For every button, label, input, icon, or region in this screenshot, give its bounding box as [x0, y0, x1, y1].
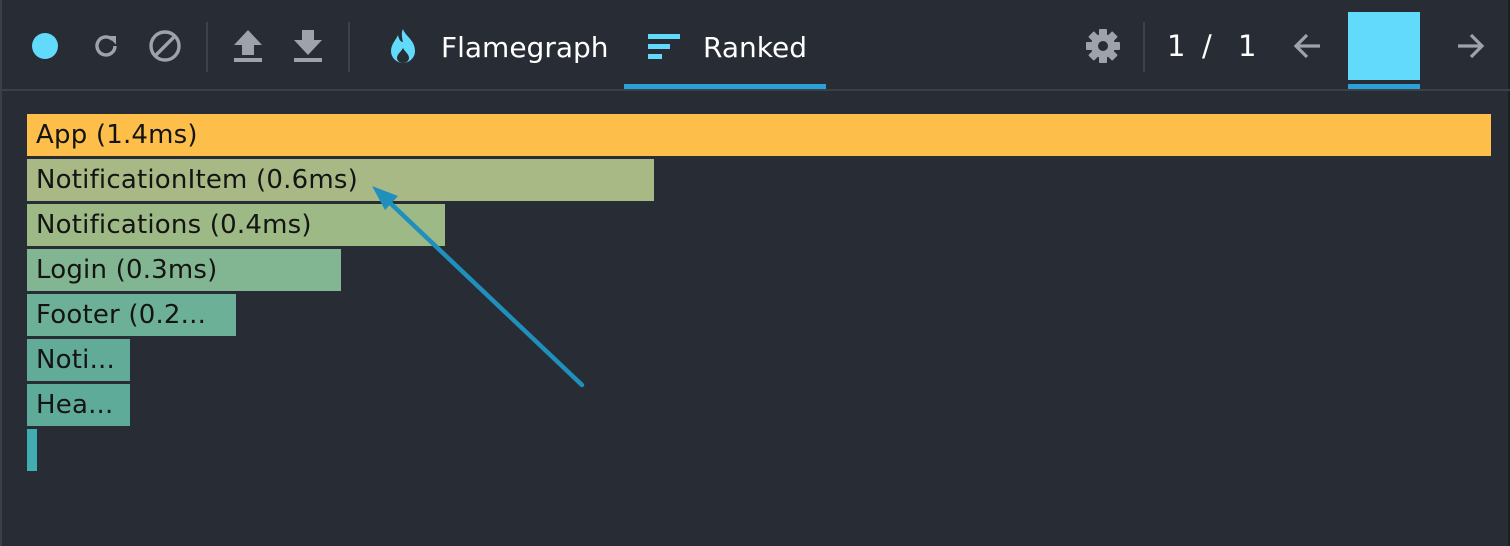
ranked-bar-label: Hea...	[36, 390, 114, 420]
reload-icon[interactable]	[90, 30, 122, 62]
ranked-bar[interactable]: Hea...	[27, 384, 130, 426]
commit-index: 1	[1167, 29, 1186, 63]
ranked-bar[interactable]: Notifications (0.4ms)	[27, 204, 445, 246]
ranked-bar[interactable]: NotificationItem (0.6ms)	[27, 159, 654, 201]
ranked-bar-label: Login (0.3ms)	[36, 255, 218, 285]
toolbar-separator	[206, 22, 208, 72]
arrow-left-icon[interactable]	[1292, 30, 1324, 62]
ranked-bar[interactable]: App (1.4ms)	[27, 114, 1491, 156]
upload-icon[interactable]	[231, 28, 265, 64]
commit-bar[interactable]	[1348, 12, 1420, 80]
gear-icon[interactable]	[1085, 28, 1121, 64]
tab-flamegraph[interactable]: Flamegraph	[383, 22, 609, 74]
commit-separator: /	[1202, 29, 1212, 63]
flame-icon	[389, 28, 417, 64]
toolbar-separator	[1143, 22, 1145, 72]
arrow-right-icon[interactable]	[1454, 30, 1486, 62]
ranked-bar-label: App (1.4ms)	[36, 120, 198, 150]
ranked-bar-label: Notifications (0.4ms)	[36, 210, 312, 240]
clear-icon[interactable]	[148, 29, 182, 63]
profiler-toolbar: Flamegraph Ranked	[2, 0, 1510, 91]
ranked-bar[interactable]: Login (0.3ms)	[27, 249, 341, 291]
selected-tab-indicator	[624, 84, 826, 89]
tab-flamegraph-label: Flamegraph	[441, 31, 609, 64]
ranked-bar-label: Noti...	[36, 345, 115, 375]
ranked-bar-label: Footer (0.2...	[36, 300, 207, 330]
toolbar-separator	[348, 22, 350, 72]
tab-ranked-label: Ranked	[703, 31, 807, 64]
ranked-bar[interactable]	[27, 429, 37, 471]
ranked-bar[interactable]: Noti...	[27, 339, 130, 381]
record-dot-icon[interactable]	[31, 32, 59, 60]
ranked-bar[interactable]: Footer (0.2...	[27, 294, 236, 336]
commit-total: 1	[1238, 29, 1257, 63]
commit-bar-indicator	[1348, 84, 1420, 89]
tab-ranked[interactable]: Ranked	[624, 22, 826, 74]
download-icon[interactable]	[291, 28, 325, 64]
ranked-bar-label: NotificationItem (0.6ms)	[36, 165, 358, 195]
ranked-icon	[648, 34, 680, 60]
ranked-chart: App (1.4ms) NotificationItem (0.6ms) Notif…	[2, 93, 1510, 546]
